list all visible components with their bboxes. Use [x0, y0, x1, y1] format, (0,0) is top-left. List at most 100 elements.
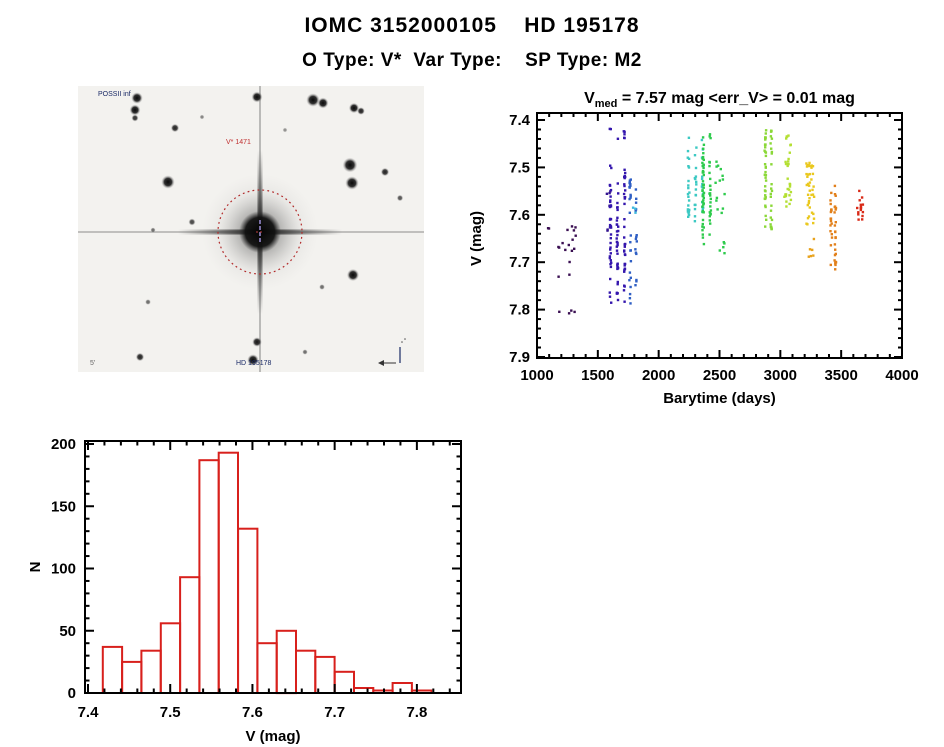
- histogram-bar: [198, 459, 220, 695]
- data-point: [769, 192, 772, 196]
- data-point: [616, 298, 620, 302]
- data-point: [709, 222, 712, 225]
- histogram-bar: [217, 451, 239, 695]
- data-point: [861, 218, 864, 221]
- scatter-x-tick: 4000: [885, 367, 918, 384]
- data-point: [623, 245, 626, 248]
- data-point: [616, 206, 619, 209]
- data-point: [701, 200, 704, 203]
- data-point: [609, 277, 612, 281]
- data-point: [622, 289, 626, 292]
- data-point: [808, 197, 811, 200]
- data-point: [609, 252, 612, 255]
- data-point: [810, 211, 814, 214]
- data-point: [615, 223, 619, 226]
- finder-annotations: POSSII inf V* 1471 HD 195178 5': [90, 91, 272, 367]
- data-point: [702, 199, 705, 202]
- hist-y-tick: 50: [59, 623, 76, 640]
- data-point: [708, 233, 711, 236]
- survey-label: POSSII inf: [98, 91, 131, 98]
- data-point: [687, 199, 691, 202]
- data-point: [701, 164, 704, 168]
- data-point: [701, 180, 705, 183]
- data-point: [623, 264, 626, 267]
- data-point: [635, 240, 638, 243]
- data-point: [788, 194, 791, 197]
- data-point: [629, 285, 632, 289]
- data-point: [708, 184, 712, 187]
- data-point: [764, 166, 767, 169]
- data-point: [634, 209, 637, 212]
- data-point: [783, 195, 786, 198]
- data-point: [834, 221, 837, 224]
- data-point: [694, 203, 697, 207]
- scatter-points: [546, 127, 865, 315]
- star: [131, 92, 143, 104]
- histogram-bars: [101, 451, 433, 695]
- data-point: [608, 191, 611, 195]
- data-point: [629, 241, 632, 244]
- data-point: [716, 208, 719, 211]
- data-point: [808, 248, 812, 251]
- data-point: [701, 229, 704, 232]
- data-point: [833, 184, 837, 188]
- data-point: [764, 225, 767, 228]
- data-point: [723, 192, 726, 196]
- data-point: [806, 182, 810, 186]
- data-point: [812, 185, 815, 188]
- data-point: [688, 191, 691, 194]
- data-point: [834, 268, 837, 271]
- data-point: [634, 188, 638, 191]
- data-point: [624, 171, 627, 175]
- data-point: [770, 183, 773, 186]
- histogram-bar: [314, 655, 336, 694]
- data-point: [829, 224, 832, 227]
- data-point: [616, 263, 619, 266]
- data-point: [764, 214, 767, 218]
- star: [319, 284, 325, 290]
- data-point: [634, 237, 638, 241]
- histogram-bar: [179, 576, 201, 694]
- data-point: [834, 230, 837, 233]
- data-point: [567, 312, 571, 315]
- data-point: [610, 301, 613, 304]
- data-point: [635, 252, 638, 256]
- data-point: [858, 199, 861, 202]
- data-point: [623, 196, 626, 199]
- data-point: [833, 224, 837, 227]
- histogram-axes: [84, 440, 462, 694]
- data-point: [788, 183, 792, 186]
- data-point: [623, 236, 626, 239]
- data-point: [769, 225, 772, 229]
- data-point: [608, 255, 612, 258]
- data-point: [709, 209, 713, 212]
- data-point: [770, 147, 773, 150]
- data-point: [701, 218, 705, 222]
- data-point: [805, 162, 808, 165]
- data-point: [702, 163, 705, 166]
- data-point: [573, 247, 576, 250]
- data-point: [574, 226, 577, 229]
- data-point: [833, 193, 837, 196]
- hist-x-axis-label: V (mag): [245, 728, 300, 745]
- data-point: [624, 189, 627, 192]
- data-point: [609, 190, 612, 193]
- star: [345, 176, 359, 190]
- data-point: [687, 166, 691, 169]
- star: [161, 175, 175, 189]
- data-point: [764, 194, 767, 197]
- hist-y-axis-label: N: [27, 562, 44, 573]
- aperture-circle: [217, 189, 303, 275]
- data-point: [634, 211, 637, 214]
- data-point: [764, 146, 767, 149]
- target-label: V* 1471: [226, 139, 251, 146]
- data-point: [764, 132, 767, 135]
- data-point: [695, 180, 698, 184]
- data-point: [829, 230, 832, 233]
- data-point: [786, 135, 789, 138]
- hist-x-tick: 7.5: [160, 704, 181, 721]
- hist-y-tick: 200: [51, 436, 76, 453]
- data-point: [829, 202, 832, 206]
- data-point: [623, 136, 626, 139]
- data-point: [708, 192, 711, 195]
